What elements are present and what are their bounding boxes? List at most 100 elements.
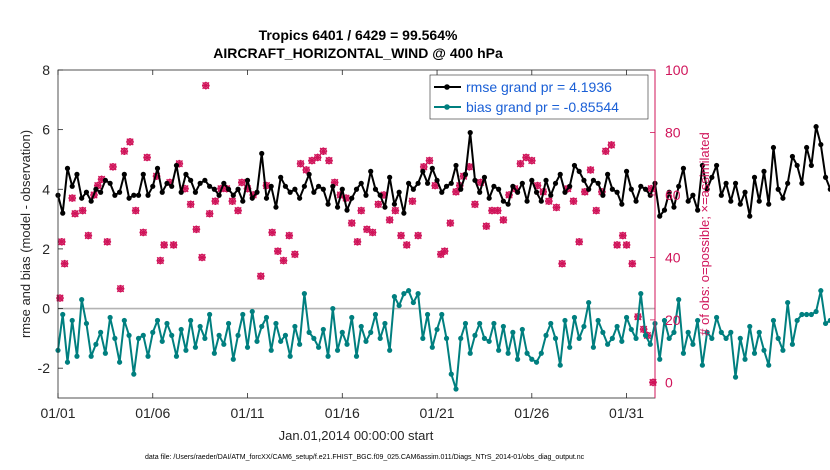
- legend-rmse-marker: [444, 84, 450, 90]
- rmse-point: [827, 186, 830, 192]
- rmse-point: [410, 186, 416, 192]
- rmse-point: [804, 144, 810, 151]
- rmse-point: [439, 189, 445, 195]
- rmse-point: [178, 189, 184, 195]
- bias-point: [657, 356, 663, 362]
- assimilated-obs-marker: [143, 153, 151, 162]
- rmse-point: [633, 198, 639, 204]
- bias-point: [159, 338, 165, 344]
- bias-series-layer: [55, 288, 830, 392]
- assimilated-obs-marker: [285, 231, 294, 240]
- x-axis-label: Jan.01,2014 00:00:00 start: [279, 428, 434, 443]
- bias-point: [240, 311, 246, 318]
- y-left-tick-label: 8: [42, 62, 50, 78]
- bias-point: [230, 356, 236, 362]
- rmse-point: [112, 192, 118, 198]
- assimilated-obs-marker: [201, 81, 210, 90]
- rmse-point: [259, 150, 265, 157]
- assimilated-obs-marker: [391, 206, 400, 215]
- assimilated-obs-marker: [425, 156, 434, 165]
- bias-point: [462, 320, 469, 327]
- rmse-point: [581, 177, 587, 183]
- assimilated-obs-marker: [347, 219, 356, 227]
- bias-point: [671, 329, 677, 335]
- bias-point: [647, 341, 653, 347]
- rmse-point: [311, 189, 317, 195]
- rmse-point: [818, 141, 824, 148]
- rmse-point: [685, 198, 691, 204]
- rmse-point: [173, 162, 180, 169]
- bias-point: [79, 297, 85, 303]
- rmse-point: [183, 171, 189, 177]
- rmse-point: [292, 186, 298, 192]
- rmse-point: [524, 198, 530, 204]
- bias-point: [785, 299, 791, 306]
- rmse-point: [808, 162, 814, 169]
- bias-point: [74, 353, 80, 359]
- rmse-point: [240, 198, 246, 204]
- bias-point: [401, 291, 407, 297]
- bias-point: [794, 317, 800, 324]
- assimilated-obs-marker: [558, 259, 566, 268]
- bias-point: [576, 335, 582, 341]
- bias-point: [183, 347, 189, 353]
- bias-point: [429, 344, 435, 350]
- bias-point: [207, 311, 213, 318]
- rmse-point: [780, 195, 786, 201]
- rmse-point: [576, 168, 582, 174]
- rmse-point: [500, 198, 506, 204]
- bias-point: [619, 338, 625, 344]
- data-file-footnote: data file: /Users/raeder/DAI/ATM_forcXX/…: [145, 454, 585, 461]
- bias-point: [164, 320, 170, 327]
- rmse-point: [571, 162, 578, 169]
- bias-point: [680, 350, 687, 356]
- assimilated-obs-marker: [459, 172, 468, 181]
- rmse-point: [505, 201, 511, 207]
- x-tick-label: 01/06: [135, 405, 170, 421]
- assimilated-obs-marker: [380, 191, 388, 199]
- bias-point: [126, 332, 132, 338]
- assimilated-obs-marker: [431, 181, 439, 190]
- rmse-point: [235, 186, 241, 192]
- bias-point: [742, 356, 748, 362]
- rmse-point: [140, 171, 146, 177]
- bias-point: [486, 338, 492, 344]
- bias-point: [628, 326, 634, 333]
- rmse-point: [60, 210, 66, 216]
- assimilated-obs-marker: [109, 162, 117, 171]
- bias-point: [363, 338, 369, 344]
- assimilated-obs-marker: [308, 156, 316, 165]
- bias-point: [552, 335, 559, 341]
- assimilated-obs-marker: [505, 191, 513, 199]
- bias-point: [718, 329, 724, 335]
- rmse-point: [387, 174, 393, 180]
- rmse-point: [377, 192, 383, 198]
- bias-point: [586, 299, 592, 306]
- rmse-point: [415, 180, 421, 186]
- assimilated-obs-marker: [160, 241, 168, 249]
- assimilated-obs-marker: [482, 222, 491, 231]
- bias-point: [548, 320, 554, 327]
- rmse-point: [107, 180, 113, 186]
- assimilated-obs-marker: [639, 325, 648, 334]
- rmse-point: [747, 213, 753, 219]
- bias-point: [533, 359, 540, 365]
- bias-point: [770, 317, 777, 324]
- assimilated-obs-marker: [116, 284, 125, 293]
- bias-point: [581, 323, 587, 330]
- bias-point: [225, 320, 232, 327]
- rmse-point: [562, 189, 568, 195]
- y-left-tick-label: 2: [42, 241, 50, 257]
- bias-point: [543, 332, 549, 338]
- rmse-point: [429, 165, 435, 171]
- rmse-point: [661, 207, 668, 213]
- y-left-tick-label: 6: [42, 122, 50, 138]
- bias-point: [406, 288, 412, 294]
- rmse-point: [278, 174, 284, 180]
- rmse-point: [718, 192, 724, 198]
- chart-title-line2: AIRCRAFT_HORIZONTAL_WIND @ 400 hPa: [213, 45, 503, 61]
- rmse-point: [320, 186, 326, 192]
- assimilated-obs-marker: [581, 187, 589, 196]
- rmse-point: [614, 189, 620, 195]
- assimilated-obs-marker: [228, 197, 237, 206]
